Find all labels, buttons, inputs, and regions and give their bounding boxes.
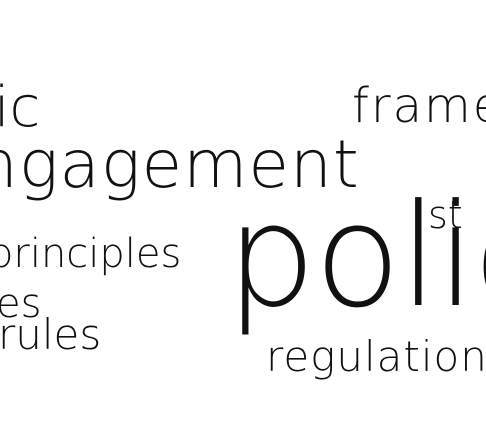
word-principles: principles [0,231,182,277]
word-st: st [428,193,463,237]
word-es: es [0,281,42,327]
word-ic: ic [0,75,41,140]
word-frame: frame [352,78,486,134]
word-engagement: ngagement [0,126,360,203]
word-rules: rules [0,310,102,359]
word-policy: polic [226,174,486,339]
word-regulation: regulation [266,332,486,381]
